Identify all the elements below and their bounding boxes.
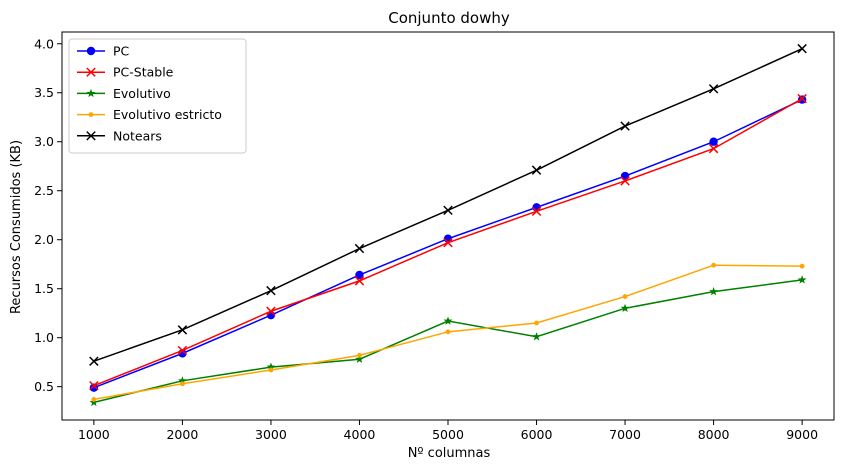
- data-point: [620, 303, 630, 313]
- y-tick-label: 1.0: [34, 330, 54, 345]
- data-point: [357, 352, 362, 358]
- series-evolutivo: [89, 275, 807, 407]
- data-point: [620, 176, 630, 186]
- series-evolutivo-estricto: [91, 262, 805, 402]
- y-tick-label: 2.0: [34, 232, 54, 247]
- legend-label: Notears: [113, 128, 162, 143]
- y-tick-label: 3.0: [34, 134, 54, 149]
- legend-label: Evolutivo estricto: [113, 107, 222, 122]
- data-point: [443, 237, 453, 248]
- data-point: [797, 275, 807, 284]
- data-point: [709, 287, 718, 296]
- data-point: [266, 285, 276, 296]
- data-point: [177, 345, 188, 356]
- x-axis-ticks: 1000 2000 3000 4000 5000 6000 7000 8000 9000: [78, 420, 818, 442]
- data-point: [708, 84, 719, 94]
- legend-label: Evolutivo: [113, 86, 171, 101]
- data-point: [266, 362, 276, 371]
- data-point: [443, 316, 453, 325]
- data-point: [354, 276, 365, 286]
- data-point: [266, 306, 276, 316]
- data-point: [355, 270, 364, 280]
- data-point: [622, 294, 628, 299]
- data-point: [445, 329, 451, 335]
- data-point: [799, 263, 805, 269]
- legend: PC PC-Stable Evolutivo Evolutivo estricto No…: [68, 38, 247, 154]
- chart-title: Conjunto dowhy: [388, 9, 510, 27]
- plot-frame: [61, 31, 835, 421]
- legend-label: PC-Stable: [113, 65, 174, 80]
- x-tick-label: 2000: [166, 427, 198, 442]
- x-tick-label: 1000: [78, 427, 110, 442]
- y-tick-label: 4.0: [34, 36, 54, 51]
- x-tick-label: 5000: [432, 427, 464, 442]
- x-tick-label: 8000: [698, 427, 730, 442]
- series-notears: [89, 43, 807, 366]
- data-point: [89, 397, 99, 407]
- x-tick-label: 7000: [609, 427, 641, 442]
- x-tick-label: 4000: [344, 427, 376, 442]
- y-tick-label: 3.5: [34, 85, 54, 100]
- data-point: [797, 93, 807, 104]
- series-layer: [89, 43, 807, 407]
- legend-label: PC: [113, 44, 130, 59]
- legend-item: PC: [77, 44, 130, 59]
- data-point: [355, 354, 364, 363]
- x-axis-label: Nº columnas: [408, 446, 491, 461]
- data-point: [443, 205, 453, 216]
- legend-box: [68, 38, 247, 154]
- data-point: [268, 367, 274, 373]
- data-point: [89, 380, 99, 391]
- legend-marker: [86, 131, 96, 141]
- data-point: [711, 262, 716, 268]
- y-axis-label: Recursos Consumidos (KB): [9, 140, 24, 314]
- data-point: [709, 137, 718, 146]
- series-pc-stable: [89, 93, 807, 391]
- data-point: [354, 243, 365, 254]
- y-axis-ticks: 0.5 1.0 1.5 2.0 2.5 3.0 3.5 4.0: [34, 36, 62, 394]
- data-point: [89, 356, 99, 366]
- data-point: [797, 43, 807, 54]
- data-point: [531, 206, 542, 217]
- y-tick-label: 1.5: [34, 281, 54, 296]
- legend-marker: [88, 112, 94, 117]
- data-point: [180, 381, 185, 387]
- legend-item: Evolutivo estricto: [77, 107, 222, 122]
- legend-marker: [86, 46, 96, 56]
- legend-item: Notears: [77, 128, 162, 143]
- y-tick-label: 0.5: [34, 379, 54, 394]
- legend-item: Evolutivo: [77, 86, 171, 101]
- x-tick-label: 3000: [255, 427, 287, 442]
- data-point: [531, 165, 542, 175]
- data-point: [178, 376, 187, 385]
- x-tick-label: 9000: [786, 427, 818, 442]
- data-point: [91, 397, 97, 402]
- y-tick-label: 2.5: [34, 183, 54, 198]
- legend-marker: [86, 88, 96, 98]
- data-point: [532, 332, 541, 341]
- legend-item: PC-Stable: [77, 65, 174, 80]
- legend-marker: [86, 67, 96, 77]
- data-point: [177, 325, 188, 335]
- data-point: [620, 121, 630, 131]
- x-tick-label: 6000: [521, 427, 553, 442]
- data-point: [708, 143, 719, 154]
- data-point: [534, 320, 539, 326]
